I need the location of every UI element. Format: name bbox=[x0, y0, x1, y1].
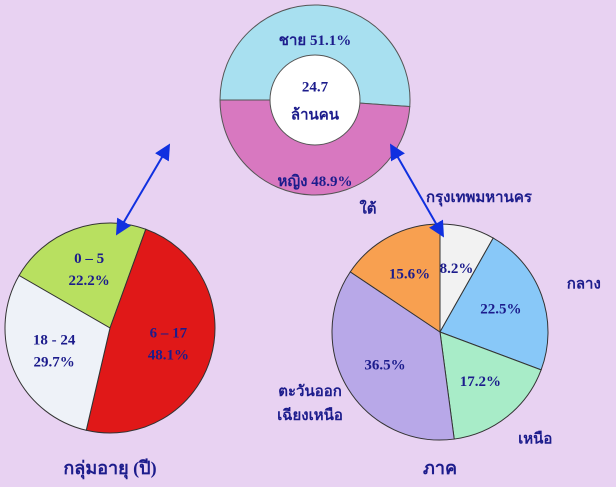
value-label: 22.2% bbox=[69, 273, 110, 289]
category-label: ตะวันออกเฉียงเหนือ bbox=[277, 383, 343, 424]
value-label: 29.7% bbox=[34, 355, 75, 371]
category-label: 18 - 24 bbox=[33, 333, 76, 349]
category-label: หญิง bbox=[278, 172, 308, 190]
category-label: ชาย bbox=[279, 33, 306, 49]
center-value: 24.7 bbox=[302, 79, 329, 95]
value-label: 17.2% bbox=[460, 374, 501, 390]
category-label: กรุงเทพมหานคร bbox=[426, 190, 533, 207]
donut-hole bbox=[269, 54, 361, 146]
value-label: 36.5% bbox=[364, 358, 405, 374]
center-label: ล้านคน bbox=[291, 106, 340, 123]
connector-arrow bbox=[115, 143, 171, 236]
segment-label: ชาย 51.1% bbox=[279, 33, 351, 49]
donut-segment bbox=[219, 99, 411, 196]
chart-title: ภาค bbox=[423, 458, 457, 478]
chart-title: กลุ่มอายุ (ปี) bbox=[63, 458, 156, 480]
value-label: 15.6% bbox=[389, 266, 430, 282]
category-label: 6 – 17 bbox=[150, 326, 188, 342]
segment-label: หญิง 48.9% bbox=[278, 172, 353, 190]
pie-slice bbox=[439, 331, 542, 440]
value-label: 22.5% bbox=[480, 301, 521, 317]
category-label: 0 – 5 bbox=[74, 251, 104, 267]
value-label: 48.9% bbox=[311, 174, 352, 190]
category-label: กลาง bbox=[567, 276, 601, 292]
pie-slice bbox=[439, 237, 549, 371]
pie-slice bbox=[331, 271, 455, 441]
value-label: 51.1% bbox=[310, 33, 351, 49]
value-label: 48.1% bbox=[148, 348, 189, 364]
pie-slice bbox=[85, 228, 216, 434]
category-label: เหนือ bbox=[518, 430, 552, 447]
value-label: 8.2% bbox=[440, 261, 474, 277]
connector-arrow bbox=[390, 143, 444, 238]
category-label: ใต้ bbox=[359, 200, 376, 218]
pie-slice bbox=[4, 274, 111, 431]
